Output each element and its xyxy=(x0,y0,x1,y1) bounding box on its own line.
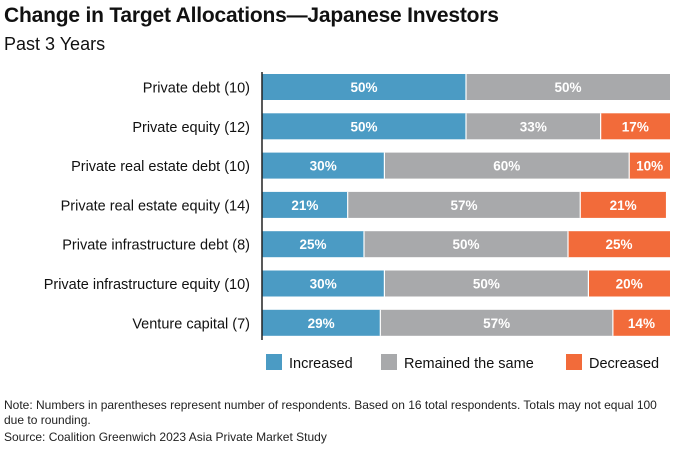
data-label: 14% xyxy=(628,316,655,331)
data-label: 57% xyxy=(483,316,510,331)
bar-segment xyxy=(262,270,385,297)
bar-segment xyxy=(384,152,630,179)
data-label: 20% xyxy=(616,277,643,292)
category-label: Private real estate equity (14) xyxy=(61,198,250,214)
chart-subtitle: Past 3 Years xyxy=(4,34,106,54)
legend-item: Remained the same xyxy=(381,354,534,372)
legend-item: Decreased xyxy=(566,354,659,372)
data-label: 57% xyxy=(450,198,477,213)
bar-segment xyxy=(612,309,670,336)
data-label: 50% xyxy=(350,80,377,95)
bar-segment xyxy=(466,74,670,100)
legend-swatch xyxy=(266,354,282,370)
legend-label: Increased xyxy=(289,356,353,372)
source-note: Source: Coalition Greenwich 2023 Asia Pr… xyxy=(4,430,327,444)
data-label: 10% xyxy=(636,159,663,174)
data-label: 25% xyxy=(605,237,632,252)
legend-item: Increased xyxy=(266,354,353,372)
bar-segment xyxy=(588,270,670,297)
bar-segment xyxy=(580,191,666,218)
bar-segment xyxy=(380,309,613,336)
legend-swatch xyxy=(566,354,582,370)
bar-segment xyxy=(629,152,670,179)
bar-segment xyxy=(262,309,381,336)
legend-swatch xyxy=(381,354,397,370)
bar-segment xyxy=(364,231,568,258)
data-label: 25% xyxy=(299,237,326,252)
bar-segment xyxy=(262,74,466,100)
legend-label: Remained the same xyxy=(404,356,534,372)
data-label: 50% xyxy=(350,119,377,134)
bar-segment xyxy=(262,231,364,258)
data-label: 33% xyxy=(520,119,547,134)
bar-segment xyxy=(568,231,670,258)
data-label: 17% xyxy=(622,119,649,134)
bar-segment xyxy=(262,113,466,140)
bar-area: 50% 50% 50% 33% 17% 30% 60% 10% 21% 57% 21% 25% 50% 2… xyxy=(262,74,670,336)
bar-segment xyxy=(347,191,581,218)
category-label: Private equity (12) xyxy=(132,120,250,136)
category-label: Private infrastructure equity (10) xyxy=(44,277,250,293)
data-label: 50% xyxy=(554,80,581,95)
bar-segment xyxy=(262,191,348,218)
legend-label: Decreased xyxy=(589,356,659,372)
category-label: Private debt (10) xyxy=(143,81,250,97)
chart-title: Change in Target Allocations—Japanese In… xyxy=(4,4,499,27)
category-label: Venture capital (7) xyxy=(132,316,250,332)
data-label: 21% xyxy=(291,198,318,213)
data-label: 30% xyxy=(310,277,337,292)
bar-segment xyxy=(262,152,385,179)
category-label: Private real estate debt (10) xyxy=(71,159,250,175)
data-label: 30% xyxy=(310,159,337,174)
footnote: Note: Numbers in parentheses represent n… xyxy=(4,398,657,427)
data-label: 50% xyxy=(452,237,479,252)
data-label: 60% xyxy=(493,159,520,174)
data-label: 21% xyxy=(610,198,637,213)
category-label: Private infrastructure debt (8) xyxy=(62,238,250,254)
data-label: 50% xyxy=(473,277,500,292)
data-label: 29% xyxy=(308,316,335,331)
category-labels: Private debt (10) Private equity (12) Priv… xyxy=(44,81,250,333)
bar-segment xyxy=(466,113,601,140)
legend: Increased Remained the same Decreased xyxy=(266,354,659,372)
bar-segment xyxy=(384,270,589,297)
stacked-bar-chart: 50% 50% 50% 33% 17% 30% 60% 10% 21% 57% 21% 25% 50% 2… xyxy=(44,72,670,372)
bar-segment xyxy=(600,113,670,140)
